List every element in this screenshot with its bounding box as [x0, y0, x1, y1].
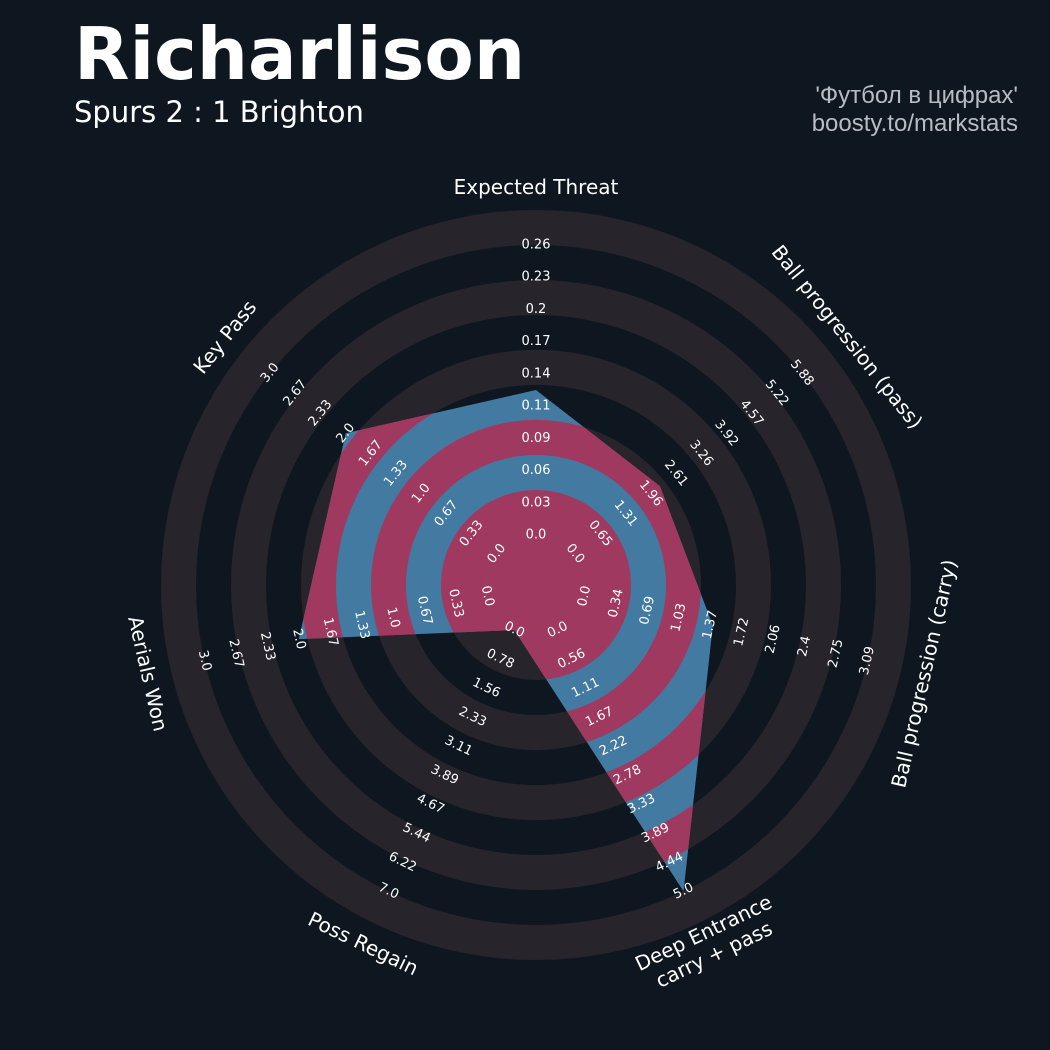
- tick-label: 2.33: [257, 631, 278, 663]
- tick-label: 2.75: [826, 638, 847, 670]
- polygon-ring-center: [486, 535, 586, 635]
- tick-label: 0.33: [445, 588, 466, 620]
- tick-label: 2.67: [225, 638, 246, 670]
- tick-label: 0.26: [522, 238, 551, 253]
- tick-label: 0.14: [522, 366, 551, 381]
- tick-label: 0.2: [526, 302, 547, 317]
- tick-label: 1.0: [383, 606, 402, 630]
- parameter-label-line: Expected Threat: [454, 175, 619, 199]
- player-name-title: Richarlison: [74, 12, 526, 96]
- tick-label: 0.23: [522, 270, 551, 285]
- tick-label: 2.0: [289, 627, 308, 651]
- credit-line-url: boosty.to/markstats: [811, 110, 1018, 137]
- tick-label: 1.72: [731, 616, 752, 648]
- tick-label: 3.0: [195, 649, 214, 673]
- tick-label: 0.11: [522, 399, 551, 414]
- tick-label: 2.4: [795, 635, 814, 659]
- tick-label: 3.09: [857, 645, 878, 677]
- tick-label: 1.03: [668, 602, 689, 634]
- tick-label: 1.33: [351, 609, 372, 641]
- tick-label: 0.17: [522, 334, 551, 349]
- tick-label: 0.0: [575, 584, 594, 608]
- credits-block: 'Футбол в цифрах' boosty.to/markstats: [812, 82, 1018, 138]
- tick-label: 1.37: [700, 609, 721, 641]
- tick-label: 2.06: [763, 623, 784, 655]
- credit-line-channel: 'Футбол в цифрах': [815, 82, 1018, 109]
- match-score-subtitle: Spurs 2 : 1 Brighton: [74, 95, 364, 129]
- tick-label: 0.09: [522, 431, 551, 446]
- tick-label: 1.67: [320, 616, 341, 648]
- parameter-label: Expected Threat: [454, 175, 619, 199]
- tick-label: 0.69: [637, 595, 658, 627]
- tick-label: 0.34: [606, 588, 627, 620]
- tick-label: 0.03: [522, 495, 551, 510]
- tick-label: 0.0: [526, 528, 547, 543]
- tick-label: 0.06: [522, 463, 551, 478]
- tick-label: 0.0: [478, 584, 497, 608]
- tick-label: 0.67: [414, 595, 435, 627]
